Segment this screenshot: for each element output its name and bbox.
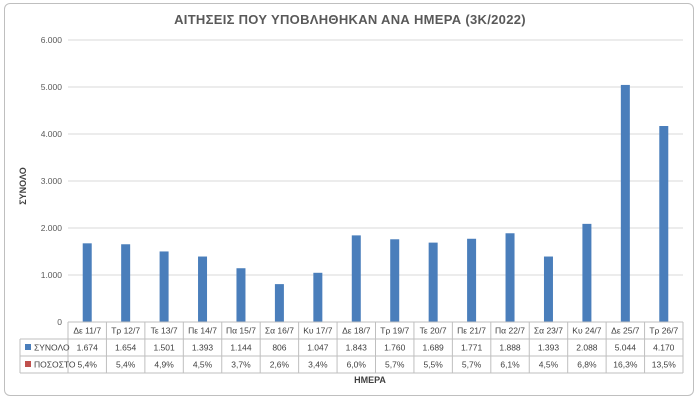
y-tick-label: 0: [57, 317, 62, 327]
data-label: 6,0%: [347, 360, 367, 370]
data-label: 1.689: [423, 343, 445, 353]
x-tick-label: Κυ 24/7: [572, 326, 601, 336]
y-axis-title: ΣΥΝΟΛΟ: [18, 167, 28, 204]
data-label: 6,1%: [500, 360, 520, 370]
chart-frame: [4, 3, 694, 396]
data-label: 806: [272, 343, 286, 353]
data-label: 1.144: [230, 343, 252, 353]
data-label: 4.170: [653, 343, 675, 353]
data-label: 6,8%: [577, 360, 597, 370]
data-label: 1.843: [346, 343, 368, 353]
data-label: 5,4%: [78, 360, 98, 370]
x-tick-label: Τε 20/7: [420, 326, 447, 336]
bars: [82, 84, 669, 322]
bar: [543, 256, 553, 322]
data-label: 5,7%: [462, 360, 482, 370]
chart-title: ΑΙΤΗΣΕΙΣ ΠΟΥ ΥΠΟΒΛΗΘΗΚΑΝ ΑΝΑ ΗΜΕΡΑ (3Κ/2…: [174, 12, 526, 27]
data-label: 2,6%: [270, 360, 290, 370]
x-tick-label: Δε 18/7: [342, 326, 371, 336]
data-label: 4,5%: [193, 360, 213, 370]
bar: [236, 268, 246, 322]
data-label: 1.771: [461, 343, 483, 353]
bar: [121, 244, 131, 322]
x-tick-label: Δε 11/7: [73, 326, 101, 336]
data-label: 1.654: [115, 343, 137, 353]
bar: [390, 239, 400, 322]
x-tick-label: Πα 22/7: [495, 326, 525, 336]
data-label: 4,9%: [154, 360, 174, 370]
data-label: 1.674: [77, 343, 99, 353]
bar: [505, 233, 515, 322]
data-label: 5.044: [615, 343, 637, 353]
bar: [467, 238, 477, 322]
y-tick-label: 1.000: [41, 270, 63, 280]
bar: [428, 242, 438, 322]
x-tick-label: Τρ 26/7: [649, 326, 678, 336]
bar: [159, 251, 169, 322]
x-tick-label: Τρ 12/7: [111, 326, 140, 336]
bar: [582, 223, 592, 322]
bar: [659, 126, 669, 322]
data-label: 1.393: [538, 343, 560, 353]
x-tick-label: Πε 14/7: [188, 326, 217, 336]
bar: [313, 272, 323, 322]
bar: [351, 235, 361, 322]
legend-label: ΠΟΣΟΣΤΟ: [34, 360, 76, 370]
bar: [274, 284, 284, 322]
x-tick-label: Τρ 19/7: [380, 326, 409, 336]
x-tick-label: Πε 21/7: [457, 326, 486, 336]
data-label: 1.501: [153, 343, 175, 353]
data-label: 3,7%: [231, 360, 251, 370]
y-axis-ticks: 0 1.000 2.000 3.000 4.000 5.000 6.000: [41, 35, 63, 327]
bar: [620, 84, 630, 322]
y-tick-label: 2.000: [41, 223, 63, 233]
x-tick-label: Πα 15/7: [226, 326, 256, 336]
data-label: 1.047: [307, 343, 329, 353]
data-label: 1.393: [192, 343, 214, 353]
data-label: 2.088: [576, 343, 598, 353]
data-label: 5,7%: [385, 360, 405, 370]
x-tick-label: Σα 23/7: [534, 326, 563, 336]
legend-label: ΣΥΝΟΛΟ: [34, 343, 70, 353]
data-label: 13,5%: [652, 360, 677, 370]
x-tick-label: Σα 16/7: [265, 326, 294, 336]
data-label: 3,4%: [308, 360, 328, 370]
legend-marker: [25, 344, 31, 350]
y-tick-label: 3.000: [41, 176, 63, 186]
y-tick-label: 4.000: [41, 129, 63, 139]
bar: [198, 256, 208, 322]
data-label: 16,3%: [613, 360, 638, 370]
y-tick-label: 5.000: [41, 82, 63, 92]
data-label: 5,5%: [423, 360, 443, 370]
data-label: 5,4%: [116, 360, 136, 370]
x-axis-title: ΗΜΕΡΑ: [354, 375, 386, 385]
legend-marker: [25, 361, 31, 367]
data-label: 1.888: [499, 343, 521, 353]
x-tick-label: Κυ 17/7: [303, 326, 332, 336]
x-tick-label: Τε 13/7: [151, 326, 178, 336]
bar: [82, 243, 92, 322]
y-tick-label: 6.000: [41, 35, 63, 45]
data-label: 4,5%: [539, 360, 559, 370]
x-tick-label: Δε 25/7: [611, 326, 640, 336]
data-label: 1.760: [384, 343, 406, 353]
data-table: Δε 11/7 Τρ 12/7 Τε 13/7 Πε 14/7 Πα 15/7 Σα 16…: [19, 321, 684, 374]
